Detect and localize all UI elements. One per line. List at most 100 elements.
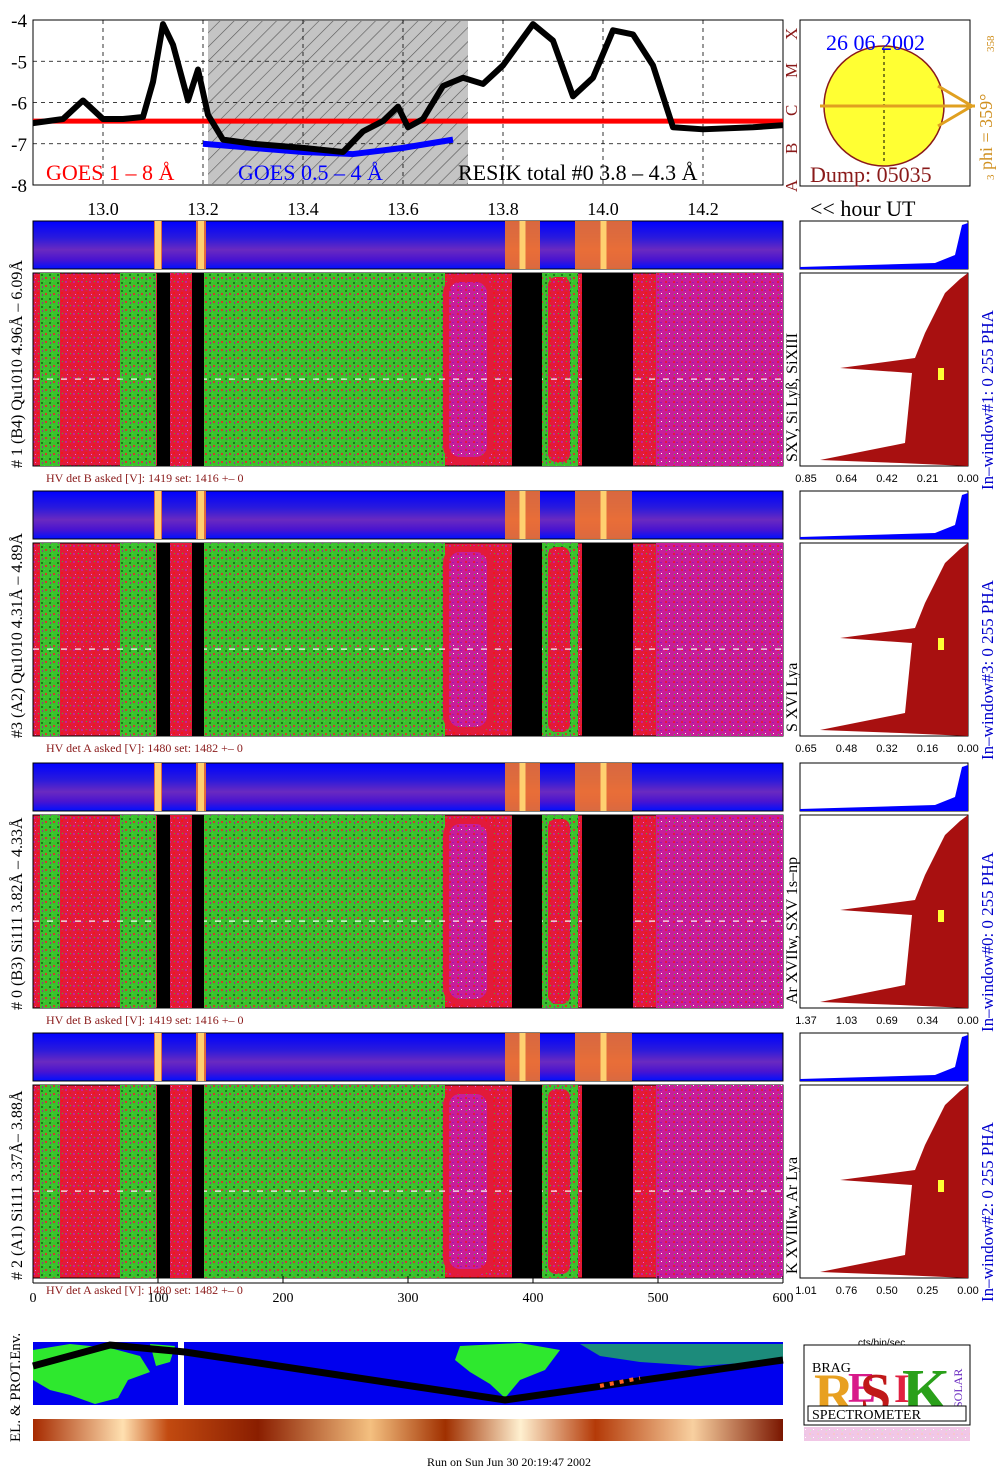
goes-y-tick-label: -5 [11, 52, 27, 73]
strip-flare-core [519, 1033, 526, 1081]
phi-pre: 3 [985, 174, 997, 180]
profile-tick-label: 0.16 [917, 743, 938, 755]
spectrum-strip [32, 220, 784, 270]
profile-tick-label: 0.64 [836, 473, 857, 485]
hv-status: HV det A asked [V]: 1480 set: 1482 +– 0 [46, 1283, 243, 1297]
profile-tick-label: 0.00 [957, 743, 978, 755]
line-ids: K XVIIIw, Ar Lya [784, 1157, 801, 1274]
spectrum-data-gap [582, 543, 633, 736]
time-tick-label: 13.6 [387, 199, 419, 219]
spectrum-data-gap [192, 273, 204, 466]
spectrum-right-blob [548, 1089, 570, 1274]
bottom-axis-label: 200 [273, 1291, 294, 1306]
window-label: In–window#3: 0 255 PHA [978, 579, 997, 760]
spectrum-left-band [40, 273, 60, 466]
bottom-axis-label: 100 [148, 1291, 169, 1306]
spectrum-left-band [40, 815, 60, 1008]
spectrum-flare-stripe [170, 273, 192, 466]
bottom-axis: 0 100 200 300 400 500 600 [30, 1276, 794, 1306]
profile-tick-label: 1.03 [836, 1015, 857, 1027]
strip-flare-core [198, 1033, 204, 1081]
bottom-axis-label: 300 [398, 1291, 419, 1306]
spectrum-quiet-region [200, 273, 445, 466]
spectrum-data-gap [582, 273, 633, 466]
spectrum-data-gap [192, 815, 204, 1008]
spectrum-profile-fill [820, 543, 968, 736]
phi-label: phi = 359° [976, 94, 996, 170]
spectrum-data-gap [157, 1085, 170, 1278]
panel-name: # 2 (A1) Si111 3.37Å– 3.88Å [8, 1090, 26, 1280]
time-unit-label: << hour UT [810, 196, 916, 221]
profile-tick-label: 0.21 [917, 473, 938, 485]
ground-track-highlights [599, 1376, 641, 1388]
panel-name: # 0 (B3) Si111 3.82Å – 4.33Å [8, 817, 26, 1010]
goes-lightcurve-panel: -4 -5 -6 -7 -8 X M C B A GOES 1 – 8 Å GOES 0.5 –… [11, 11, 801, 197]
spectrum-post-flare [656, 815, 783, 1008]
satellite-ground-track [32, 1341, 784, 1404]
spectrum-data-gap [512, 1085, 542, 1278]
strip-flare-core [519, 491, 526, 539]
profile-tick-label: 0.76 [836, 1285, 857, 1297]
environment-panel: EL. & PROT.Env. [8, 1333, 784, 1442]
strip-flare-core [155, 1033, 161, 1081]
goes-series [32, 21, 784, 158]
footer-run-time: Run on Sun Jun 30 20:19:47 2002 [427, 1455, 591, 1469]
env-label: EL. & PROT.Env. [8, 1333, 24, 1442]
bottom-axis-label: 500 [648, 1291, 669, 1306]
line-ids: Ar XVIIw, SXV 1s–np [784, 857, 801, 1004]
world-map-land-far [580, 1344, 783, 1366]
spectrum-left-band [120, 815, 156, 1008]
window-marker [938, 1180, 944, 1192]
goes-y-tick-label: -4 [11, 11, 27, 32]
spectrum-data-gap [157, 273, 170, 466]
strip-flare-core [198, 763, 204, 811]
window-marker [938, 368, 944, 380]
time-axis-ticks: 13.0 13.2 13.4 13.6 13.8 14.0 14.2 [87, 199, 719, 219]
spectrum-flare-blob [443, 818, 493, 1005]
spectrum-profile-fill [820, 273, 968, 466]
window-marker [938, 910, 944, 922]
spectra-panels: # 1 (B4) Qu1010 4.96Å – 6.09Å HV det B as… [8, 220, 997, 1302]
world-map-land-east [455, 1343, 560, 1398]
profile-tick-label: 1.01 [795, 1285, 816, 1297]
spectrum-right-blob [548, 819, 570, 1004]
spectrum-left-band [120, 543, 156, 736]
logo-solar: SOLAR [951, 1369, 965, 1408]
spectrum-left-band [120, 273, 156, 466]
goes-class-letter: C [782, 105, 801, 116]
logo-brag: BRAG [812, 1361, 851, 1376]
profile-tick-label: 0.00 [957, 1285, 978, 1297]
legend-goes-short: GOES 0.5 – 4 Å [238, 160, 383, 185]
spectrum-panel: #3 (A2) Qu1010 4.31Å – 4.89Å HV det A ask… [8, 490, 997, 760]
spectrum-flare-stripe [170, 543, 192, 736]
line-ids: SXV, Si Lyß, SiXIII [784, 333, 801, 462]
time-tick-label: 13.8 [487, 199, 519, 219]
sun-date: 26 06 2002 [826, 30, 925, 55]
panel-name: #3 (A2) Qu1010 4.31Å – 4.89Å [8, 533, 26, 738]
strip-flare-core [519, 221, 526, 269]
spectrum-post-flare [656, 1085, 783, 1278]
logo-title: SPECTROMETER [812, 1408, 922, 1423]
spectrum-flare-blob [443, 546, 493, 733]
profile-tick-label: 0.00 [957, 1015, 978, 1027]
spectrum-flare-blob [443, 1088, 493, 1275]
spectrum-strip [32, 490, 784, 540]
spectrum-quiet-region [200, 815, 445, 1008]
spectrum-data-gap [512, 815, 542, 1008]
window-label: In–window#1: 0 255 PHA [978, 309, 997, 490]
legend-resik: RESIK total #0 3.8 – 4.3 Å [458, 160, 698, 185]
goes-class-letters: X M C B A [782, 28, 801, 192]
hv-status: HV det A asked [V]: 1480 set: 1482 +– 0 [46, 741, 243, 755]
goes-class-letter: A [782, 179, 801, 192]
time-tick-label: 13.2 [187, 199, 219, 219]
spectrum-panel: # 0 (B3) Si111 3.82Å – 4.33Å HV det B ask… [8, 762, 997, 1032]
profile-tick-label: 1.37 [795, 1015, 816, 1027]
strip-flare-core [519, 763, 526, 811]
spectrum-right-blob [548, 277, 570, 462]
strip-flare-core [600, 221, 607, 269]
strip-flare-core [600, 1033, 607, 1081]
pha-histogram-fill [800, 1035, 968, 1081]
spectrum-data-gap [157, 815, 170, 1008]
spectrum-strip [32, 1032, 784, 1082]
spectrum-profile-fill [820, 815, 968, 1008]
